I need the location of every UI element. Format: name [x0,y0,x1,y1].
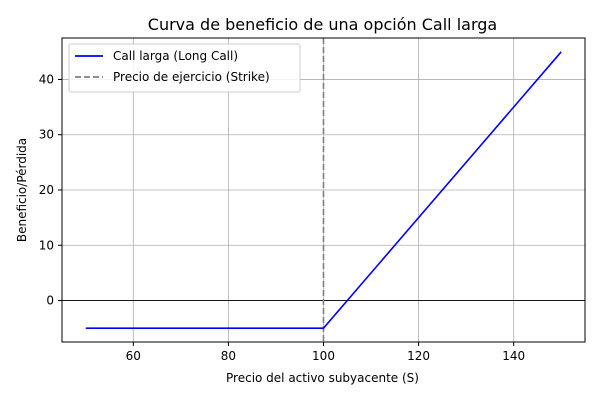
legend-box [68,43,301,93]
y-tick-label: 30 [39,128,54,142]
series-group [85,51,562,329]
x-axis-ticks: 60 80 100 120 140 [126,342,525,363]
x-tick-label: 100 [312,349,335,363]
legend-label-strike: Precio de ejercicio (Strike) [113,70,270,84]
legend: Call larga (Long Call) Precio de ejercic… [68,43,301,93]
y-tick-label: 0 [46,294,54,308]
y-axis-label: Beneficio/Pérdida [15,138,29,242]
y-tick-label: 20 [39,183,54,197]
legend-label-series: Call larga (Long Call) [113,49,238,63]
series-line-long-call [85,51,562,329]
y-tick-label: 10 [39,238,54,252]
reference-lines [62,38,585,342]
y-axis-ticks: 0 10 20 30 40 [39,72,62,308]
x-tick-label: 140 [502,349,525,363]
x-tick-label: 120 [407,349,430,363]
x-axis-label: Precio del activo subyacente (S) [226,371,419,385]
x-tick-label: 60 [126,349,141,363]
x-tick-label: 80 [221,349,236,363]
plot-area: 60 80 100 120 140 0 10 20 30 40 [39,37,586,363]
y-tick-label: 40 [39,72,54,86]
chart-title: Curva de beneficio de una opción Call la… [148,15,497,34]
